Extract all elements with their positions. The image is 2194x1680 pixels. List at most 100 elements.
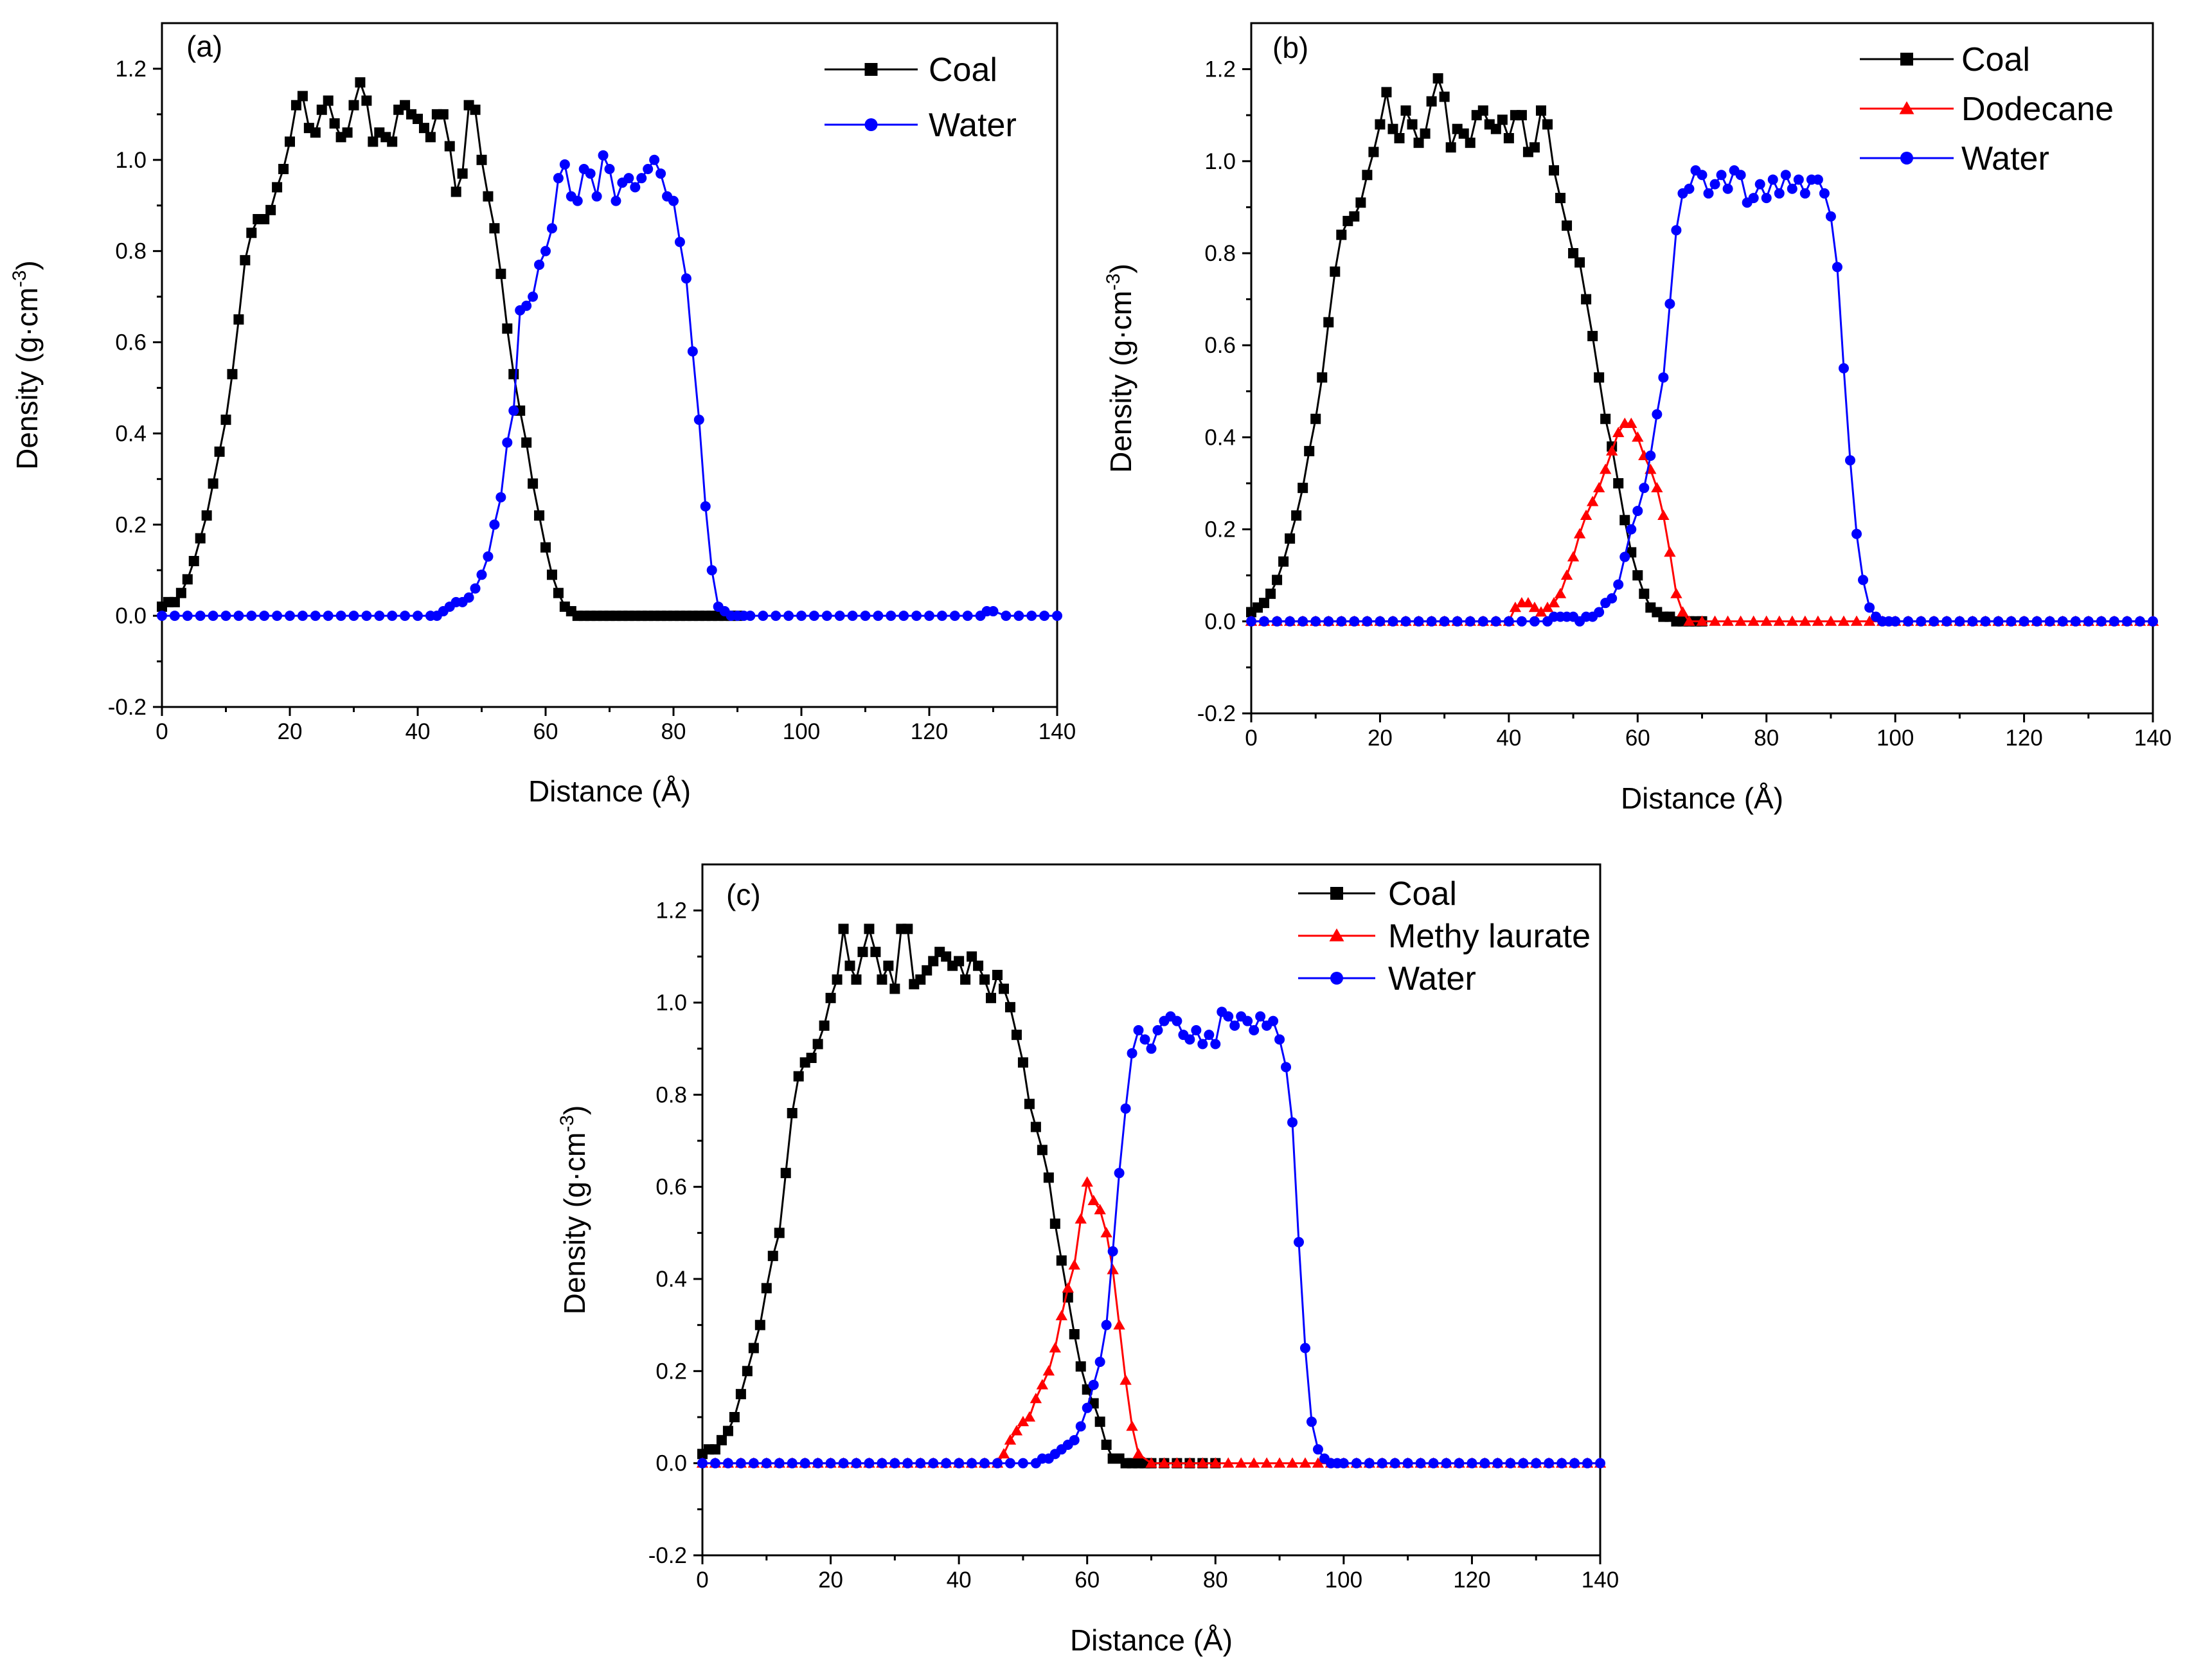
data-point — [623, 173, 634, 184]
data-point — [1024, 1098, 1035, 1109]
data-point — [2057, 616, 2068, 627]
data-point — [413, 113, 423, 124]
data-point — [2070, 616, 2081, 627]
data-point — [1375, 616, 1386, 627]
data-point — [630, 182, 641, 193]
data-point — [387, 136, 398, 147]
data-point — [1651, 481, 1663, 493]
data-point — [954, 956, 965, 967]
data-point — [1568, 248, 1579, 258]
data-point — [1285, 533, 1296, 544]
legend-entry: Water — [1298, 960, 1476, 997]
data-point — [1312, 1444, 1323, 1455]
data-point — [1004, 1434, 1017, 1445]
data-point — [1594, 607, 1605, 618]
data-point — [1439, 91, 1450, 102]
data-point — [1049, 1219, 1060, 1229]
data-point — [1394, 133, 1405, 143]
data-point — [1317, 372, 1328, 383]
data-point — [1428, 1458, 1439, 1469]
data-point — [1452, 616, 1463, 627]
data-point — [1799, 188, 1810, 199]
data-point — [1709, 615, 1721, 626]
data-point — [1068, 1259, 1080, 1270]
data-point — [1492, 1458, 1503, 1469]
data-point — [553, 587, 564, 598]
data-point — [1863, 615, 1876, 626]
data-point — [847, 611, 858, 621]
data-point — [1272, 575, 1283, 585]
x-tick-label: 20 — [278, 719, 303, 744]
data-point — [1825, 211, 1836, 222]
data-point — [1607, 593, 1618, 603]
data-point — [387, 611, 398, 621]
data-point — [182, 574, 193, 585]
data-point — [1503, 133, 1514, 143]
data-point — [1338, 1458, 1349, 1469]
data-point — [572, 195, 583, 206]
data-point — [911, 611, 922, 621]
data-point — [767, 1251, 778, 1262]
data-point — [1619, 515, 1630, 526]
data-point — [668, 195, 679, 206]
series-water — [157, 150, 1062, 621]
data-point — [1381, 87, 1392, 98]
data-point — [611, 195, 621, 206]
data-point — [1929, 616, 1940, 627]
data-point — [413, 611, 423, 621]
data-point — [1613, 579, 1624, 590]
data-point — [825, 992, 836, 1003]
data-point — [771, 611, 781, 621]
data-point — [857, 947, 868, 958]
data-point — [1407, 119, 1418, 130]
data-point — [1191, 1025, 1202, 1035]
data-point — [1145, 1457, 1157, 1468]
data-point — [716, 1434, 727, 1445]
data-point — [1567, 551, 1580, 562]
data-point — [1133, 1025, 1144, 1035]
data-point — [1657, 509, 1670, 521]
data-point — [559, 159, 570, 170]
data-point — [1670, 587, 1682, 598]
data-point — [941, 951, 952, 962]
data-point — [1249, 1025, 1260, 1035]
data-point — [1722, 615, 1734, 626]
data-point — [1544, 1458, 1555, 1469]
data-point — [521, 437, 532, 448]
data-point — [1247, 1457, 1260, 1468]
data-point — [1278, 556, 1289, 567]
data-point — [851, 1458, 862, 1469]
data-point — [643, 163, 654, 174]
data-point — [1281, 1062, 1292, 1073]
data-point — [1658, 372, 1669, 383]
data-point — [889, 983, 900, 994]
series-methy-laurate — [696, 1176, 1607, 1468]
data-point — [1562, 220, 1573, 231]
data-point — [1445, 142, 1456, 153]
data-point — [1119, 1374, 1132, 1385]
data-point — [585, 168, 596, 179]
data-point — [851, 974, 862, 985]
data-point — [1541, 602, 1554, 612]
data-point — [1377, 1458, 1387, 1469]
data-point — [1355, 197, 1366, 208]
data-point — [316, 104, 327, 115]
data-point — [1619, 551, 1630, 562]
x-axis-title: Distance (Å) — [1621, 782, 1783, 815]
data-point — [310, 127, 321, 138]
series-line — [702, 1010, 1600, 1465]
data-point — [534, 259, 545, 270]
x-tick-label: 20 — [818, 1568, 843, 1593]
data-point — [787, 1458, 798, 1469]
data-point — [214, 446, 225, 457]
data-point — [495, 269, 506, 280]
data-point — [374, 611, 385, 621]
data-point — [825, 1458, 836, 1469]
y-tick-label: -0.2 — [1197, 701, 1236, 726]
data-point — [1773, 615, 1785, 626]
data-point — [681, 273, 691, 284]
data-point — [489, 223, 500, 234]
data-point — [1387, 123, 1398, 134]
data-point — [877, 1458, 887, 1469]
data-point — [1310, 413, 1321, 424]
